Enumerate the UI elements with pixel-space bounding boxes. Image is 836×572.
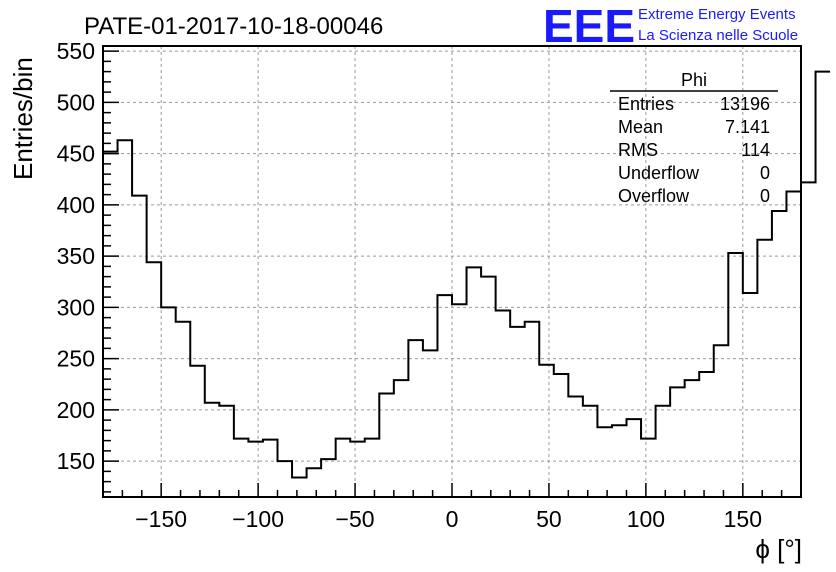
logo-text: EEE: [543, 0, 635, 52]
stats-value-overflow: 0: [760, 186, 770, 206]
histogram-line: [103, 70, 831, 479]
grid-lines: [103, 46, 801, 497]
stats-value-underflow: 0: [760, 163, 770, 183]
stats-value-mean: 7.141: [725, 117, 770, 137]
x-tick-label: 150: [724, 506, 762, 532]
logo: EEE Extreme Energy Events La Scienza nel…: [543, 0, 798, 52]
stats-label-underflow: Underflow: [618, 163, 700, 183]
stats-value-rms: 114: [741, 140, 770, 160]
logo-line-2: La Scienza nelle Scuole: [638, 27, 798, 44]
x-tick-label: 0: [446, 506, 459, 532]
x-tick-label: 100: [627, 506, 665, 532]
stats-label-overflow: Overflow: [618, 186, 690, 206]
stats-label-entries: Entries: [618, 94, 674, 114]
chart-title: PATE-01-2017-10-18-00046: [84, 13, 383, 40]
x-tick-label: −50: [336, 506, 375, 532]
stats-title: Phi: [681, 70, 707, 90]
y-tick-label: 150: [57, 448, 95, 474]
stats-label-rms: RMS: [618, 140, 658, 160]
x-axis-ticks: −150 −100 −50 0 50 100 150: [102, 483, 802, 532]
y-tick-label: 200: [57, 397, 95, 423]
x-tick-label: 50: [536, 506, 562, 532]
stats-label-mean: Mean: [618, 117, 663, 137]
y-tick-label: 550: [57, 38, 95, 64]
x-axis-label: ϕ [°]: [755, 534, 802, 564]
plot-frame: [102, 45, 802, 498]
y-tick-label: 300: [57, 294, 95, 320]
y-axis-ticks: 150 200 250 300 350 400 450 500 550: [57, 38, 119, 493]
logo-line-1: Extreme Energy Events: [638, 6, 796, 23]
stats-box: Phi Entries 13196 Mean 7.141 RMS 114 Underflow…: [610, 70, 778, 206]
x-tick-label: −100: [232, 506, 284, 532]
y-tick-label: 350: [57, 243, 95, 269]
y-tick-label: 450: [57, 141, 95, 167]
y-tick-label: 500: [57, 89, 95, 115]
stats-value-entries: 13196: [720, 94, 770, 114]
x-tick-label: −150: [135, 506, 187, 532]
y-tick-label: 400: [57, 192, 95, 218]
y-axis-label: Entries/bin: [8, 57, 38, 180]
y-tick-label: 250: [57, 346, 95, 372]
